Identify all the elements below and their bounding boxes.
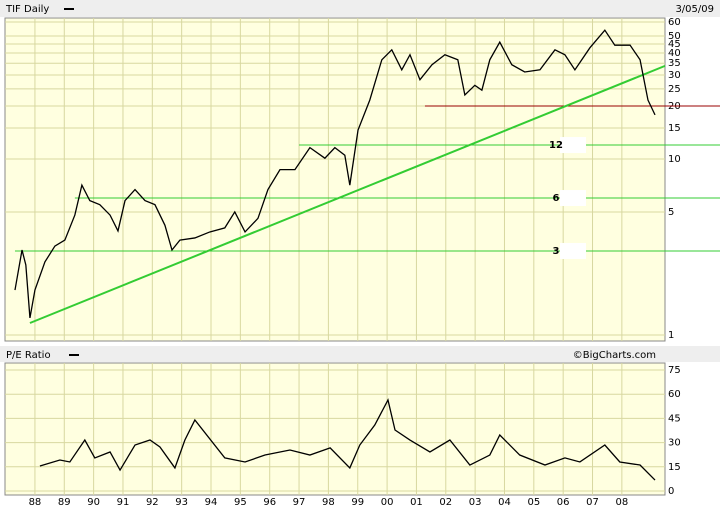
date: 3/05/09	[675, 4, 714, 15]
level-label-box	[560, 243, 586, 260]
y-tick-label: 15	[668, 123, 681, 134]
y-tick-label: 60	[668, 17, 681, 28]
price-line	[14, 29, 656, 319]
trendline	[29, 64, 666, 324]
level-label: 3	[553, 246, 560, 257]
pe-title: P/E Ratio	[6, 350, 51, 361]
header-bar	[0, 0, 720, 17]
y-tick-label: 35	[668, 58, 681, 69]
chart-title: TIF Daily	[5, 4, 49, 15]
legend-swatch	[64, 8, 74, 10]
x-tick-label: 03	[469, 497, 482, 508]
price-panel	[4, 17, 666, 342]
y-tick-label: 25	[668, 84, 681, 95]
x-tick-label: 05	[527, 497, 540, 508]
x-tick-label: 88	[29, 497, 42, 508]
x-tick-label: 04	[498, 497, 511, 508]
x-tick-label: 94	[205, 497, 218, 508]
credit: ©BigCharts.com	[573, 350, 656, 361]
x-tick-label: 99	[351, 497, 364, 508]
x-tick-label: 98	[322, 497, 335, 508]
x-tick-label: 02	[439, 497, 452, 508]
x-tick-label: 92	[146, 497, 159, 508]
y-tick-label: 30	[668, 70, 681, 81]
y-tick-label: 1	[668, 330, 674, 341]
x-tick-label: 95	[234, 497, 247, 508]
level-label-box	[560, 137, 586, 154]
y-tick-label: 10	[668, 154, 681, 165]
y-tick-label: 50	[668, 31, 681, 42]
pe-panel	[4, 362, 666, 496]
x-tick-label: 06	[557, 497, 570, 508]
x-tick-label: 91	[117, 497, 130, 508]
legend-swatch	[69, 354, 79, 356]
level-label: 6	[553, 193, 560, 204]
x-tick-label: 01	[410, 497, 423, 508]
x-tick-label: 96	[263, 497, 276, 508]
y-tick-label: 15	[668, 462, 681, 473]
y-tick-label: 60	[668, 389, 681, 400]
x-tick-label: 08	[615, 497, 628, 508]
y-tick-label: 0	[668, 486, 674, 497]
y-tick-label: 45	[668, 39, 681, 50]
y-tick-label: 75	[668, 365, 681, 376]
level-label-box	[560, 190, 586, 207]
x-tick-label: 97	[293, 497, 306, 508]
price-line	[39, 398, 656, 481]
x-tick-label: 00	[381, 497, 394, 508]
x-tick-label: 89	[58, 497, 71, 508]
x-tick-label: 93	[175, 497, 188, 508]
y-tick-label: 5	[668, 207, 674, 218]
y-tick-label: 40	[668, 48, 681, 59]
y-tick-label: 30	[668, 438, 681, 449]
level-label: 12	[549, 140, 563, 151]
x-tick-label: 07	[586, 497, 599, 508]
pe-header-bar	[0, 346, 720, 362]
y-tick-label: 45	[668, 413, 681, 424]
x-tick-label: 90	[87, 497, 100, 508]
